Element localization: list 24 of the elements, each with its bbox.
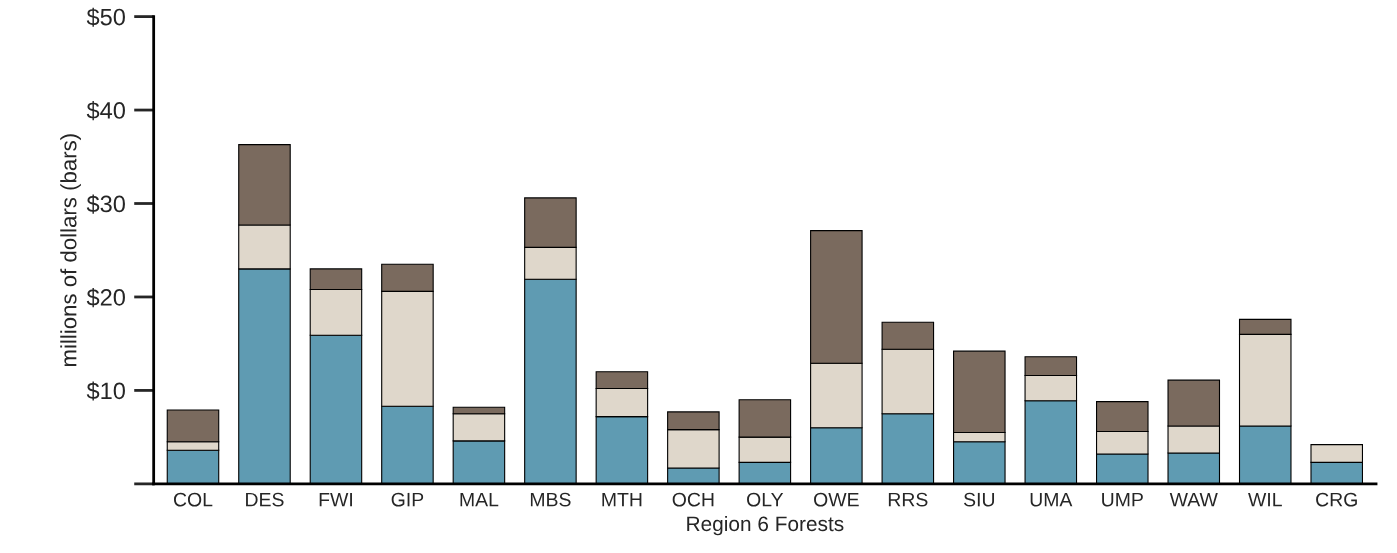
x-tick-label: GIP xyxy=(391,492,424,507)
x-tick-label: CRG xyxy=(1316,492,1357,507)
x-axis-title: Region 6 Forests xyxy=(687,515,844,536)
x-tick-label: OWE xyxy=(814,492,859,507)
x-tick-label: FWI xyxy=(319,492,352,507)
x-tick-label: UMA xyxy=(1030,492,1073,507)
x-tick-label: UMP xyxy=(1102,492,1143,507)
y-tick-label: $20 xyxy=(86,288,125,308)
y-tick-label: $50 xyxy=(86,7,125,27)
x-tick-label: OCH xyxy=(672,492,714,507)
x-tick-label: MTH xyxy=(602,492,642,507)
x-tick-label: RRS xyxy=(888,492,928,507)
y-tick-label: $30 xyxy=(86,194,125,214)
x-tick-label: SIU xyxy=(963,492,995,507)
x-tick-label: DES xyxy=(246,492,284,507)
x-tick-label: MBS xyxy=(530,492,571,507)
y-axis-title: millions of dollars (bars) xyxy=(60,134,81,367)
x-tick-label: COL xyxy=(173,492,213,507)
y-tick-label: $10 xyxy=(86,381,125,401)
x-tick-label: WAW xyxy=(1169,492,1218,507)
y-tick-label: $40 xyxy=(86,101,125,121)
x-tick-label: OLY xyxy=(747,492,784,507)
x-tick-label: WIL xyxy=(1248,492,1282,507)
x-tick-label: MAL xyxy=(460,492,499,507)
